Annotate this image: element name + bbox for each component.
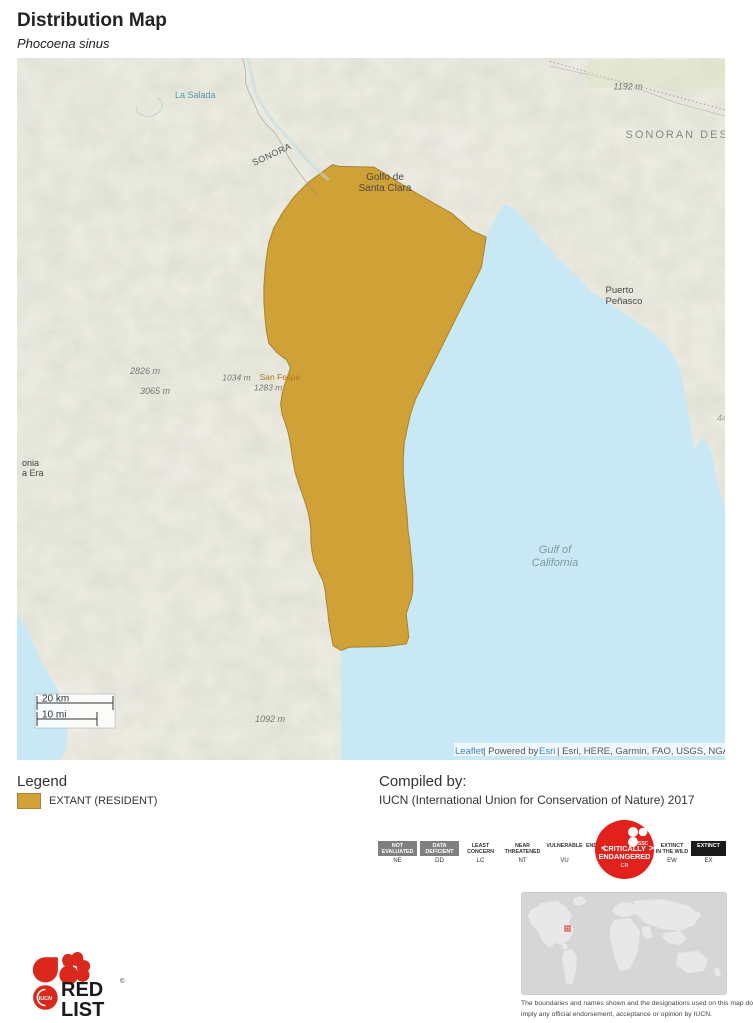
svg-text:RED: RED xyxy=(61,979,103,1001)
svg-text:1092 m: 1092 m xyxy=(255,714,286,724)
svg-text:3065 m: 3065 m xyxy=(140,386,171,396)
svg-text:Esri: Esri xyxy=(539,746,555,757)
svg-text:Gulf of: Gulf of xyxy=(539,544,572,556)
svg-text:1034 m: 1034 m xyxy=(222,373,250,383)
svg-text:SONORAN DESE: SONORAN DESE xyxy=(626,129,726,141)
svg-text:Santa Clara: Santa Clara xyxy=(359,183,412,194)
svg-text:©: © xyxy=(120,978,125,985)
svg-text:SSC: SSC xyxy=(638,841,649,847)
svg-text:| Esri, HERE, Garmin, FAO, USG: | Esri, HERE, Garmin, FAO, USGS, NGA, EP… xyxy=(557,746,725,757)
svg-text:44: 44 xyxy=(717,413,725,423)
svg-text:Puerto: Puerto xyxy=(606,285,634,296)
svg-text:1283 m: 1283 m xyxy=(254,383,282,393)
svg-text:10 mi: 10 mi xyxy=(42,710,66,721)
svg-text:La Salada: La Salada xyxy=(175,90,216,100)
svg-text:a Era: a Era xyxy=(22,468,44,478)
svg-text:| Powered by: | Powered by xyxy=(483,746,539,757)
svg-text:LIST: LIST xyxy=(61,999,104,1021)
svg-text:Peñasco: Peñasco xyxy=(606,296,643,307)
svg-text:San Felipe: San Felipe xyxy=(260,372,301,382)
svg-text:onia: onia xyxy=(22,458,39,468)
svg-text:Leaflet: Leaflet xyxy=(455,746,484,757)
svg-text:IUCN: IUCN xyxy=(39,996,52,1002)
svg-text:California: California xyxy=(532,557,578,569)
svg-text:Golfo de: Golfo de xyxy=(366,172,404,183)
svg-text:20 km: 20 km xyxy=(42,694,69,705)
svg-text:1192 m: 1192 m xyxy=(613,82,643,92)
svg-text:2826 m: 2826 m xyxy=(129,366,161,376)
